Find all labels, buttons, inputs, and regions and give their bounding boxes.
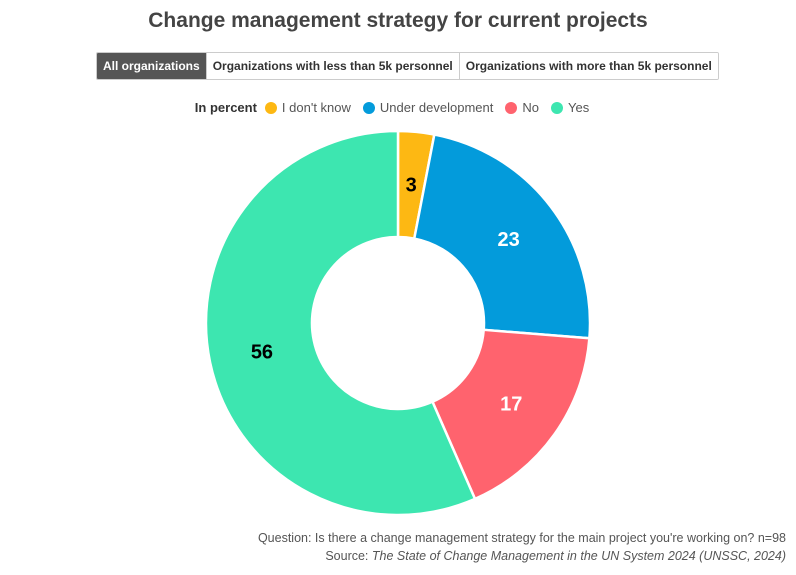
legend-title: In percent — [194, 100, 257, 115]
source-prefix: Source: — [325, 549, 372, 563]
legend-swatch-dont-know — [264, 101, 277, 114]
organization-filter-tabs: All organizations Organizations with les… — [96, 52, 719, 80]
legend-item-under-development[interactable]: Under development — [362, 100, 494, 115]
label-dont-know: 3 — [406, 175, 417, 197]
legend-swatch-yes — [550, 101, 563, 114]
footer-question: Question: Is there a change management s… — [257, 531, 786, 545]
slice-under-development[interactable] — [413, 133, 592, 340]
legend-label-dont-know: I don't know — [281, 100, 351, 115]
tab-less-than-5k[interactable]: Organizations with less than 5k personne… — [206, 53, 460, 79]
source-title: The State of Change Management in the UN… — [371, 549, 786, 563]
legend-swatch-no — [505, 101, 518, 114]
legend-item-dont-know[interactable]: I don't know — [264, 100, 351, 115]
tab-more-than-5k[interactable]: Organizations with more than 5k personne… — [459, 53, 718, 79]
slice-no[interactable] — [431, 328, 591, 501]
label-yes: 56 — [251, 341, 273, 363]
legend-item-no[interactable]: No — [505, 100, 539, 115]
chart-legend: In percent I don't know Under developmen… — [0, 100, 796, 115]
legend-item-yes[interactable]: Yes — [550, 100, 590, 115]
tab-all-organizations[interactable]: All organizations — [97, 53, 207, 79]
footer-source: Source: The State of Change Management i… — [325, 549, 786, 563]
chart-title: Change management strategy for current p… — [148, 9, 648, 32]
label-under-development: 23 — [497, 229, 519, 251]
legend-label-under-development: Under development — [379, 100, 494, 115]
slice-yes[interactable] — [204, 129, 477, 517]
legend-label-yes: Yes — [567, 100, 590, 115]
legend-label-no: No — [522, 100, 539, 115]
legend-swatch-under-development — [362, 101, 375, 114]
label-no: 17 — [500, 394, 522, 416]
